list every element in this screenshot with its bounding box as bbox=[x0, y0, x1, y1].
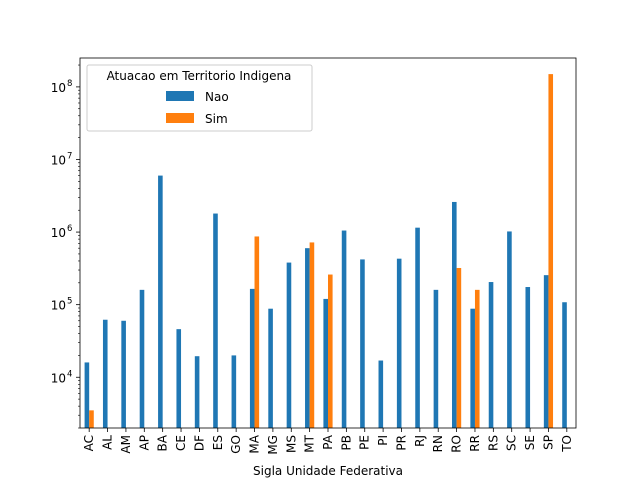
bar-sim-pa bbox=[328, 274, 333, 428]
x-tick-label: SC bbox=[505, 435, 519, 451]
x-tick-label: AM bbox=[119, 435, 133, 454]
x-tick-label: RR bbox=[468, 435, 482, 452]
y-tick-exponent: 4 bbox=[67, 369, 72, 379]
bar-nao-ro bbox=[452, 201, 457, 428]
x-tick-label: SE bbox=[523, 435, 537, 450]
x-tick-label: ES bbox=[211, 435, 225, 450]
x-tick-label: PA bbox=[321, 434, 335, 449]
bar-nao-to bbox=[562, 302, 567, 428]
bar-sim-ro bbox=[456, 267, 462, 428]
x-tick-label: PE bbox=[358, 435, 372, 450]
bar-nao-sc bbox=[507, 231, 512, 428]
bar-nao-ms bbox=[286, 262, 292, 428]
legend-label-nao: Nao bbox=[205, 90, 229, 104]
x-tick-label: SP bbox=[541, 435, 555, 450]
x-tick-label: DF bbox=[192, 435, 206, 451]
x-tick-label: AP bbox=[137, 435, 151, 450]
y-tick-exponent: 5 bbox=[67, 297, 72, 307]
x-tick-label: MT bbox=[303, 434, 317, 452]
bar-nao-ba bbox=[158, 175, 163, 428]
x-tick-label: MG bbox=[266, 435, 280, 455]
x-axis-label: Sigla Unidade Federativa bbox=[253, 464, 403, 478]
x-tick-label: RJ bbox=[413, 435, 427, 447]
x-tick-label: RO bbox=[450, 435, 464, 453]
x-tick-label: BA bbox=[156, 434, 170, 451]
x-tick-label: TO bbox=[560, 435, 574, 453]
bar-nao-ma bbox=[249, 288, 255, 428]
bar-nao-ce bbox=[176, 329, 182, 428]
bar-nao-al bbox=[102, 319, 108, 428]
x-tick-label: MS bbox=[284, 435, 298, 453]
bar-nao-pi bbox=[378, 360, 384, 428]
bar-nao-rj bbox=[415, 227, 420, 428]
y-tick-label: 10 bbox=[51, 153, 66, 167]
bar-nao-sp bbox=[543, 275, 549, 428]
bar-nao-go bbox=[231, 355, 237, 428]
bar-sim-rr bbox=[474, 289, 480, 428]
legend-swatch-nao bbox=[166, 91, 194, 101]
bar-sim-ac bbox=[89, 410, 94, 428]
y-tick-label: 10 bbox=[51, 371, 66, 385]
bar-nao-pa bbox=[323, 298, 328, 428]
bar-nao-pr bbox=[396, 258, 402, 428]
x-tick-label: PI bbox=[376, 435, 390, 446]
bars-group bbox=[84, 74, 567, 428]
legend-label-sim: Sim bbox=[205, 112, 228, 126]
bar-sim-ma bbox=[254, 236, 260, 428]
y-tick-label: 10 bbox=[51, 81, 66, 95]
plot-frame bbox=[79, 57, 577, 429]
bar-nao-se bbox=[525, 287, 531, 428]
y-tick-label: 10 bbox=[51, 299, 66, 313]
y-tick-exponent: 8 bbox=[67, 79, 72, 89]
bar-nao-ap bbox=[139, 289, 145, 428]
x-tick-label: CE bbox=[174, 435, 188, 451]
bar-nao-df bbox=[194, 356, 200, 428]
bar-nao-rn bbox=[433, 289, 439, 428]
x-tick-label: MA bbox=[248, 434, 262, 453]
y-tick-exponent: 6 bbox=[67, 224, 72, 234]
legend-box bbox=[86, 64, 313, 132]
x-tick-label: PB bbox=[339, 435, 353, 450]
bar-sim-mt bbox=[309, 242, 315, 428]
bar-nao-mt bbox=[305, 248, 310, 428]
x-tick-label: GO bbox=[229, 435, 243, 454]
x-tick-label: RN bbox=[431, 435, 445, 452]
x-axis-ticks: AC AL AM AP BA CE DF ES GO MA MG MS MT PA PB PE PI PR RJ RN… bbox=[82, 428, 574, 455]
bar-nao-pe bbox=[360, 259, 365, 428]
bar-sim-sp bbox=[548, 74, 554, 428]
x-tick-label: AL bbox=[101, 435, 115, 450]
bar-nao-am bbox=[121, 320, 126, 428]
bar-nao-rr bbox=[470, 308, 475, 428]
bar-nao-mg bbox=[268, 308, 273, 428]
bar-nao-ac bbox=[84, 362, 90, 428]
bar-nao-pb bbox=[341, 230, 347, 428]
x-tick-label: AC bbox=[82, 435, 96, 451]
x-tick-label: RS bbox=[486, 435, 500, 451]
y-tick-exponent: 7 bbox=[67, 151, 72, 161]
legend: Atuacao em Territorio Indigena Nao Sim bbox=[86, 64, 313, 132]
legend-swatch-sim bbox=[166, 113, 194, 123]
y-tick-label: 10 bbox=[51, 226, 66, 240]
x-tick-label: PR bbox=[394, 435, 408, 451]
legend-title: Atuacao em Territorio Indigena bbox=[107, 69, 292, 83]
bar-nao-rs bbox=[488, 282, 494, 428]
bar-nao-es bbox=[213, 213, 218, 428]
